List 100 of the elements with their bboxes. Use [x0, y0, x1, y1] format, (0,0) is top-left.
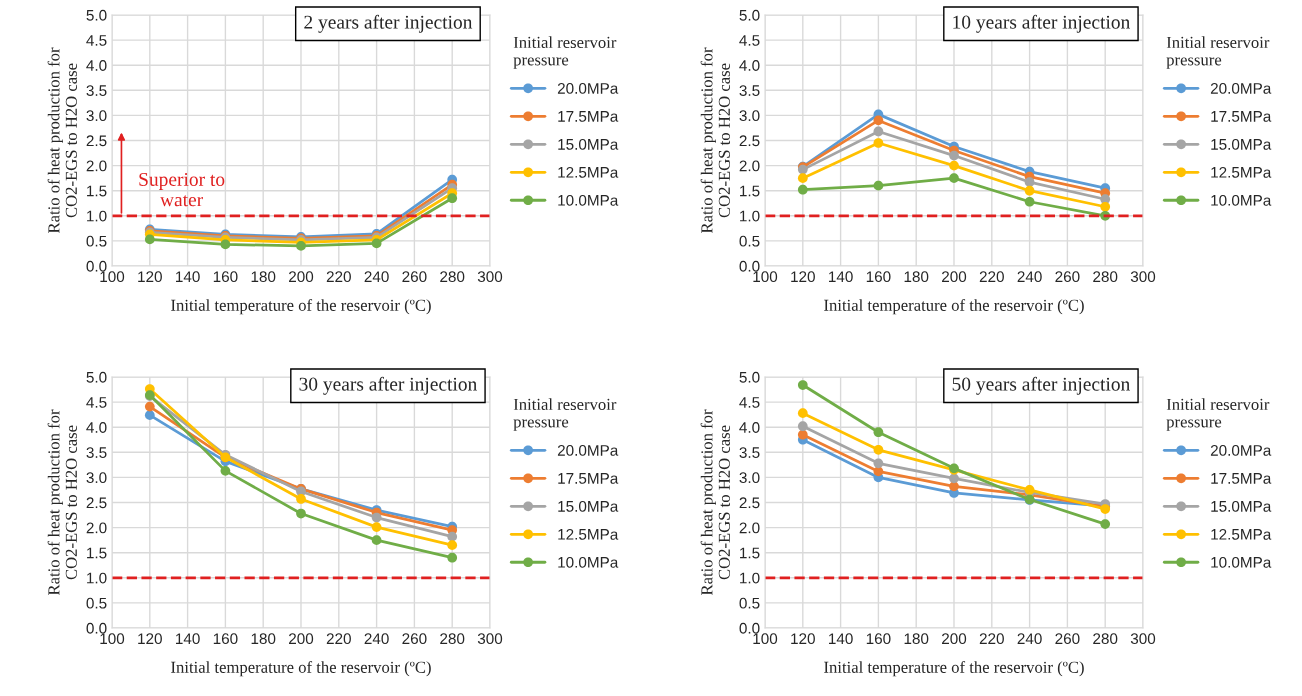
x-tick-label: 200	[942, 271, 967, 283]
x-axis-title: Initial temperature of the reservoir (ºC)	[824, 660, 1084, 677]
chart-title: 10 years after injection	[953, 14, 1130, 33]
point	[447, 552, 458, 563]
point	[797, 429, 808, 440]
legend-label: 17.5MPa	[558, 473, 619, 484]
y-tick-label: 4.0	[739, 422, 760, 433]
x-tick-label: 180	[251, 271, 276, 283]
x-tick-label: 180	[904, 271, 929, 283]
y-tick-label: 3.5	[86, 447, 107, 458]
y-tick-label: 3.5	[739, 447, 760, 458]
y-tick-label: 0.5	[86, 597, 107, 609]
x-tick-label: 300	[1130, 633, 1156, 645]
point	[797, 173, 808, 184]
x-tick-label: 200	[289, 633, 314, 645]
x-tick-label: 260	[402, 633, 427, 645]
point	[1024, 185, 1035, 196]
legend-label: 12.5MPa	[558, 166, 619, 178]
y-tick-label: 2.0	[739, 522, 760, 534]
y-tick-label: 5.0	[86, 371, 107, 383]
point	[144, 410, 155, 421]
point	[873, 126, 884, 137]
legend-label: 10.0MPa	[1211, 194, 1272, 206]
point	[949, 481, 959, 492]
legend-title: Initial reservoir pressure	[1166, 398, 1270, 431]
point	[873, 138, 884, 148]
y-tick-label: 3.0	[86, 110, 107, 122]
y-tick-label: 1.5	[740, 547, 760, 559]
point	[949, 160, 959, 171]
x-tick-label: 180	[251, 633, 276, 645]
x-tick-label: 260	[1055, 633, 1080, 645]
x-tick-label: 280	[1093, 271, 1118, 283]
y-tick-label: 3.0	[86, 472, 107, 484]
y-tick-label: 2.5	[86, 497, 107, 509]
point	[447, 540, 458, 551]
y-tick-label: 1.5	[740, 185, 760, 197]
point	[949, 473, 959, 484]
y-tick-label: 4.5	[86, 397, 107, 408]
chart-title: 2 years after injection	[304, 14, 473, 33]
x-tick-label: 200	[942, 633, 967, 645]
x-tick-label: 220	[979, 633, 1004, 645]
x-tick-label: 140	[176, 271, 200, 283]
x-tick-label: 120	[138, 271, 162, 283]
y-tick-label: 2.5	[86, 135, 107, 147]
point	[873, 180, 884, 191]
y-tick-label: 0.0	[86, 260, 107, 272]
point	[220, 466, 231, 476]
y-tick-label: 5.0	[739, 371, 760, 383]
legend-label: 12.5MPa	[1211, 528, 1272, 540]
y-tick-label: 1.5	[87, 547, 107, 559]
legend-label: 10.0MPa	[558, 556, 619, 568]
legend-label: 17.5MPa	[558, 111, 619, 122]
legend-label: 15.0MPa	[1211, 500, 1272, 512]
legend-label: 15.0MPa	[558, 500, 619, 512]
chart-title: 50 years after injection	[952, 376, 1130, 395]
legend-label: 20.0MPa	[557, 82, 619, 94]
point	[797, 421, 808, 432]
point	[296, 494, 306, 504]
point	[873, 458, 884, 469]
point	[949, 173, 959, 184]
point	[296, 241, 306, 251]
y-tick-label: 2.0	[86, 522, 107, 534]
x-tick-label: 120	[791, 633, 815, 645]
point	[144, 401, 155, 412]
point	[797, 408, 808, 419]
point	[371, 238, 382, 249]
y-tick-label: 4.0	[739, 60, 760, 71]
y-tick-label: 1.0	[740, 572, 760, 584]
legend-label: 17.5MPa	[1211, 111, 1272, 122]
point	[1024, 196, 1035, 207]
point	[873, 115, 884, 126]
x-tick-label: 260	[402, 271, 427, 283]
y-axis-title: Ratio of heat production for CO2-EGS to H2O case	[700, 47, 730, 234]
legend-title: Initial reservoir pressure	[513, 398, 617, 431]
y-axis-title: Ratio of heat production for CO2-EGS to H2O case	[47, 409, 77, 596]
point	[873, 427, 884, 438]
x-tick-label: 300	[477, 633, 503, 645]
x-tick-label: 100	[753, 633, 778, 645]
y-tick-label: 0.0	[86, 622, 107, 634]
x-tick-label: 280	[440, 271, 465, 283]
point	[371, 535, 382, 546]
legend-label: 20.0MPa	[557, 444, 619, 456]
y-tick-label: 2.5	[739, 497, 760, 509]
y-tick-label: 3.0	[739, 110, 760, 122]
y-tick-label: 0.5	[739, 235, 760, 247]
y-tick-label: 2.0	[86, 160, 107, 172]
point	[144, 234, 155, 245]
y-tick-label: 4.0	[86, 422, 107, 433]
y-axis-title: Ratio of heat production for CO2-EGS to H2O case	[47, 47, 77, 234]
x-tick-label: 300	[1130, 271, 1156, 283]
y-tick-label: 1.5	[87, 185, 107, 197]
y-tick-label: 1.0	[87, 572, 107, 584]
y-tick-label: 4.5	[739, 397, 760, 408]
legend-title: Initial reservoir pressure	[1166, 36, 1270, 69]
x-tick-label: 140	[176, 633, 200, 645]
point	[447, 193, 458, 204]
legend-label: 12.5MPa	[1211, 166, 1272, 178]
legend-label: 15.0MPa	[1211, 138, 1272, 150]
y-tick-label: 3.5	[739, 85, 760, 96]
y-tick-label: 1.0	[87, 210, 107, 222]
